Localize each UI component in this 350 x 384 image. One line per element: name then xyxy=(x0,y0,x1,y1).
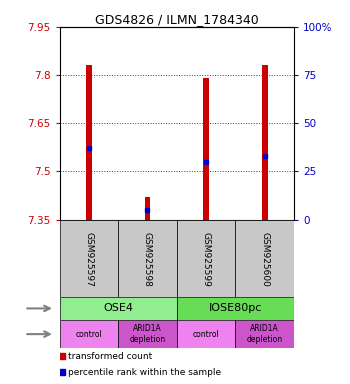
Text: GSM925599: GSM925599 xyxy=(202,232,211,287)
Text: GSM925600: GSM925600 xyxy=(260,232,269,287)
Bar xyxy=(235,220,294,297)
Bar xyxy=(145,197,150,220)
Bar xyxy=(60,220,118,297)
Bar xyxy=(235,320,294,348)
Bar xyxy=(177,220,235,297)
Title: GDS4826 / ILMN_1784340: GDS4826 / ILMN_1784340 xyxy=(95,13,259,26)
Bar xyxy=(60,320,118,348)
Text: GSM925597: GSM925597 xyxy=(84,232,93,287)
Text: transformed count: transformed count xyxy=(68,352,153,361)
Text: ARID1A
depletion: ARID1A depletion xyxy=(130,324,166,344)
Text: ARID1A
depletion: ARID1A depletion xyxy=(247,324,283,344)
Bar xyxy=(177,297,294,320)
Bar xyxy=(118,220,177,297)
Text: control: control xyxy=(76,329,102,339)
Text: percentile rank within the sample: percentile rank within the sample xyxy=(68,367,222,377)
Text: control: control xyxy=(193,329,219,339)
Text: IOSE80pc: IOSE80pc xyxy=(209,303,262,313)
Bar xyxy=(86,65,92,220)
Text: OSE4: OSE4 xyxy=(103,303,133,313)
Text: GSM925598: GSM925598 xyxy=(143,232,152,287)
Bar xyxy=(60,297,177,320)
Bar xyxy=(203,78,209,220)
Bar xyxy=(262,65,268,220)
Bar xyxy=(118,320,177,348)
Bar xyxy=(177,320,235,348)
